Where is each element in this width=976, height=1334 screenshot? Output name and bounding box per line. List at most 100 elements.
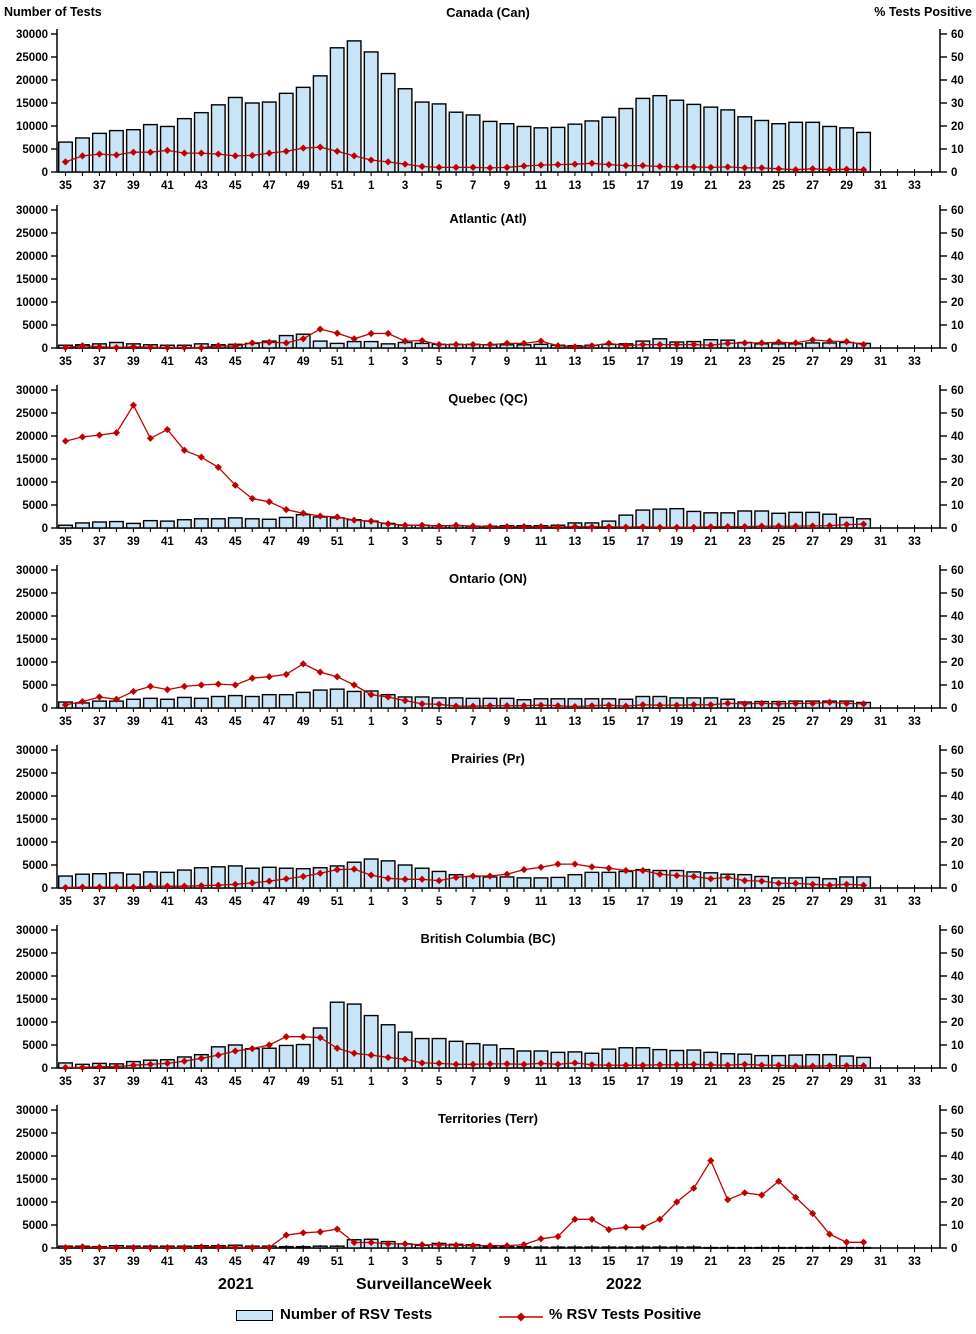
- week-tick-label: 31: [874, 716, 887, 728]
- bar-week-52: [346, 40, 362, 173]
- right-tick-label: 50: [951, 768, 964, 780]
- pct-point-week-15: [605, 864, 613, 872]
- left-tick-label: 30000: [16, 1105, 48, 1117]
- pct-point-week-20: [690, 340, 698, 349]
- bar-week-12: [550, 876, 566, 889]
- left-tick-label: 20000: [16, 791, 48, 803]
- bar-week-20: [686, 1246, 702, 1249]
- pct-point-week-36: [78, 433, 87, 441]
- week-tick-label: 37: [93, 716, 106, 728]
- pct-point-week-42: [180, 1243, 188, 1252]
- week-tick-label: 9: [504, 716, 510, 728]
- bar-week-10: [516, 877, 532, 889]
- pct-point-week-29: [843, 337, 851, 346]
- week-tick-label: 25: [772, 1076, 785, 1088]
- week-tick-label: 25: [772, 180, 785, 192]
- week-tick-label: 15: [602, 896, 615, 908]
- panel-title: Atlantic (Atl): [449, 211, 526, 226]
- pct-point-week-38: [112, 1063, 121, 1071]
- week-tick-label: 7: [470, 716, 476, 728]
- bar-week-23: [737, 116, 753, 173]
- week-tick-label: 13: [569, 180, 582, 192]
- pct-point-week-36: [78, 697, 87, 706]
- week-tick-label: 49: [297, 1256, 310, 1268]
- week-tick-label: 27: [806, 716, 819, 728]
- pct-point-week-14: [588, 342, 596, 350]
- pct-point-week-39: [129, 148, 138, 156]
- week-tick-label: 37: [93, 180, 106, 192]
- pct-point-week-29: [843, 520, 851, 529]
- week-tick-label: 3: [402, 356, 408, 368]
- bar-week-40: [142, 123, 158, 173]
- pct-point-week-19: [673, 163, 681, 171]
- pct-point-week-7: [469, 522, 477, 530]
- pct-point-week-18: [656, 1061, 664, 1069]
- x-axis-footer: 2021 SurveillanceWeek 2022: [0, 1276, 976, 1302]
- week-tick-label: 13: [569, 1256, 582, 1268]
- week-tick-label: 45: [229, 180, 242, 192]
- bar-week-48: [278, 1044, 294, 1069]
- week-tick-label: 47: [263, 896, 276, 908]
- week-tick-label: 7: [470, 356, 476, 368]
- right-tick-label: 20: [951, 1017, 964, 1029]
- pct-point-week-26: [792, 1193, 800, 1201]
- week-tick-label: 9: [504, 896, 510, 908]
- week-tick-label: 43: [195, 896, 208, 908]
- bar-week-30: [856, 1246, 872, 1249]
- bar-week-45: [227, 517, 243, 529]
- pct-point-week-21: [707, 1157, 715, 1165]
- right-tick-label: 30: [951, 1174, 964, 1186]
- pct-point-week-45: [231, 152, 239, 160]
- bar-week-43: [193, 518, 209, 529]
- left-tick-label: 15000: [16, 454, 48, 466]
- left-tick-label: 25000: [16, 52, 48, 64]
- pct-point-week-15: [605, 161, 613, 169]
- pct-point-week-48: [282, 1231, 290, 1239]
- bar-week-51: [329, 47, 345, 173]
- pct-point-week-47: [265, 673, 273, 681]
- right-tick-label: 10: [951, 680, 964, 692]
- left-tick-label: 10000: [16, 1017, 48, 1029]
- bar-week-47: [261, 693, 277, 709]
- left-tick-label: 10000: [16, 477, 48, 489]
- week-tick-label: 17: [636, 356, 649, 368]
- pct-point-week-20: [690, 1184, 698, 1192]
- bar-week-19: [669, 1246, 685, 1249]
- left-tick-label: 30000: [16, 745, 48, 757]
- right-tick-label: 30: [951, 98, 964, 110]
- bar-week-48: [278, 516, 294, 529]
- week-tick-label: 33: [908, 896, 921, 908]
- pct-point-week-37: [95, 150, 104, 158]
- week-tick-label: 51: [331, 356, 344, 368]
- week-tick-label: 25: [772, 1256, 785, 1268]
- pct-point-week-28: [826, 522, 834, 530]
- pct-point-week-20: [690, 872, 698, 881]
- pct-point-week-4: [418, 1241, 426, 1249]
- week-tick-label: 9: [504, 1256, 510, 1268]
- pct-point-week-45: [231, 1243, 239, 1251]
- week-tick-label: 11: [535, 356, 548, 368]
- pct-point-week-9: [503, 339, 511, 347]
- bar-week-30: [856, 131, 872, 173]
- pct-point-week-11: [537, 523, 545, 531]
- left-tick-label: 15000: [16, 98, 48, 110]
- pct-point-week-36: [78, 1243, 87, 1251]
- panel-title: Territories (Terr): [438, 1111, 538, 1126]
- pct-point-week-16: [622, 161, 630, 170]
- bar-week-11: [533, 127, 549, 173]
- week-tick-label: 49: [297, 1076, 310, 1088]
- week-tick-label: 15: [602, 716, 615, 728]
- right-tick-label: 50: [951, 228, 964, 240]
- pct-point-week-40: [146, 434, 154, 442]
- panel-title: Canada (Can): [446, 5, 530, 20]
- left-tick-label: 15000: [16, 274, 48, 286]
- pct-point-week-35: [61, 1063, 70, 1072]
- week-tick-label: 51: [331, 1256, 344, 1268]
- pct-point-week-11: [537, 701, 545, 709]
- left-tick-label: 20000: [16, 431, 48, 443]
- pct-point-week-30: [859, 1062, 868, 1070]
- right-tick-label: 0: [951, 1063, 957, 1075]
- week-tick-label: 21: [704, 1076, 717, 1088]
- week-tick-label: 23: [738, 896, 751, 908]
- pct-point-week-45: [231, 681, 239, 689]
